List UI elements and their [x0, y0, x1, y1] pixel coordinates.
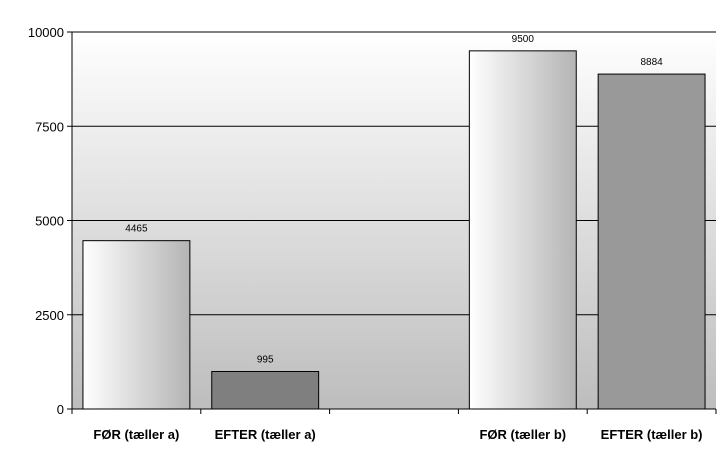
y-tick-label: 10000: [28, 25, 64, 40]
y-axis-tick-labels: 0 2500 5000 7500 10000: [28, 25, 64, 417]
y-tick-label: 7500: [35, 119, 64, 134]
x-category-label: EFTER (tæller a): [215, 427, 316, 442]
bar: [211, 370, 320, 410]
x-category-label: EFTER (tæller b): [601, 427, 703, 442]
data-label: 4465: [125, 224, 148, 235]
bar: [82, 240, 191, 410]
y-tick-label: 5000: [35, 214, 64, 229]
y-tick-label: 0: [57, 402, 64, 417]
bar: [597, 73, 706, 410]
data-label: 9500: [512, 34, 535, 45]
bars: [82, 50, 706, 410]
x-category-label: FØR (tæller b): [479, 427, 566, 442]
data-label: 8884: [640, 57, 663, 68]
axes: [67, 31, 717, 414]
x-category-label: FØR (tæller a): [93, 427, 179, 442]
bar: [468, 50, 577, 410]
data-label: 995: [257, 354, 274, 365]
data-labels: 4465 995 9500 8884: [125, 34, 663, 366]
y-tick-label: 2500: [35, 308, 64, 323]
x-axis-category-labels: FØR (tæller a) EFTER (tæller a) FØR (tælle…: [93, 427, 702, 442]
